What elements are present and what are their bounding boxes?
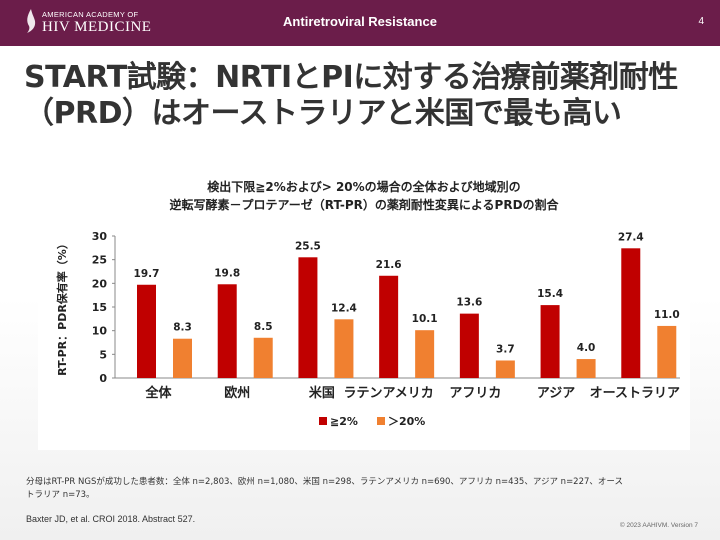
data-label: 8.3 [173, 322, 192, 334]
y-tick-label: 5 [99, 348, 107, 361]
y-tick-label: 10 [92, 325, 108, 338]
bar-ge2 [137, 284, 156, 378]
bar-gt20 [495, 360, 515, 378]
bar-ge2 [379, 275, 399, 378]
y-tick-label: 25 [92, 254, 107, 267]
logo-text-main: HIV MEDICINE [42, 19, 152, 35]
data-label: 13.6 [456, 297, 482, 309]
legend-swatch [377, 417, 385, 425]
x-category-label: アフリカ [449, 386, 501, 401]
data-label: 19.7 [134, 268, 160, 280]
y-tick-label: 0 [99, 372, 107, 385]
bar-gt20 [173, 338, 192, 378]
data-label: 4.0 [577, 342, 596, 354]
x-category-label: 欧州 [224, 385, 250, 401]
data-label: 21.6 [376, 259, 402, 271]
bar-gt20 [415, 330, 435, 378]
data-label: 27.4 [618, 231, 644, 243]
data-label: 3.7 [496, 343, 515, 355]
logo-flame-icon [27, 9, 36, 33]
y-tick-label: 30 [92, 230, 108, 243]
x-category-label: 米国 [309, 385, 335, 401]
bar-gt20 [657, 325, 677, 378]
y-axis-label: RT-PR：PDR保有率（%） [55, 238, 69, 376]
logo-text-top: AMERICAN ACADEMY OF [42, 10, 139, 19]
legend-swatch [319, 417, 327, 425]
legend-label: ＞20% [388, 415, 425, 428]
chart-title-line-2: 逆転写酵素－プロテアーゼ（RT-PR）の薬剤耐性変異によるPRDの割合 [169, 198, 559, 212]
slide-title: START試験：NRTIとPIに対する治療前薬剤耐性（PRD）はオーストラリアと… [24, 60, 678, 131]
header-bar: AMERICAN ACADEMY OF HIV MEDICINE Antiret… [0, 0, 720, 46]
bar-ge2 [540, 305, 560, 378]
data-label: 11.0 [654, 309, 680, 321]
bar-ge2 [621, 248, 641, 378]
data-label: 8.5 [254, 321, 273, 333]
copyright: © 2023 AAHIVM. Version 7 [619, 522, 698, 529]
legend-label: ≧2% [330, 415, 358, 428]
slide-topic: Antiretroviral Resistance [283, 14, 437, 29]
x-category-label: 全体 [144, 385, 172, 401]
bar-gt20 [334, 319, 354, 378]
bar-chart: 0 5 10 15 20 25 30 RT-PR：PDR保有率（%） 19.7 8.3 全体 19.8… [55, 230, 680, 428]
bar-gt20 [576, 359, 596, 378]
footnote: 分母はRT-PR NGSが成功した患者数：全体 n=2,803、欧州 n=1,0… [26, 477, 623, 500]
data-label: 12.4 [331, 302, 357, 314]
data-label: 19.8 [214, 267, 240, 279]
data-label: 10.1 [412, 313, 438, 325]
bar-ge2 [217, 284, 237, 378]
y-tick-label: 15 [92, 301, 107, 314]
data-label: 25.5 [295, 240, 321, 252]
chart-panel: 検出下限≧2%および> 20%の場合の全体および地域別の 逆転写酵素－プロテアー… [38, 170, 690, 450]
y-tick-label: 20 [92, 277, 108, 290]
bar-gt20 [253, 337, 273, 378]
citation: Baxter JD, et al. CROI 2018. Abstract 52… [26, 514, 196, 524]
chart-title-line-1: 検出下限≧2%および> 20%の場合の全体および地域別の [207, 180, 521, 194]
page-number: 4 [698, 16, 704, 27]
x-category-label: アジア [537, 386, 575, 401]
x-category-label: オーストラリア [590, 386, 680, 401]
bar-ge2 [459, 313, 479, 378]
x-category-label: ラテンアメリカ [343, 386, 433, 401]
data-label: 15.4 [537, 288, 563, 300]
chart-title: 検出下限≧2%および> 20%の場合の全体および地域別の 逆転写酵素－プロテアー… [38, 178, 690, 214]
bar-ge2 [298, 257, 318, 378]
